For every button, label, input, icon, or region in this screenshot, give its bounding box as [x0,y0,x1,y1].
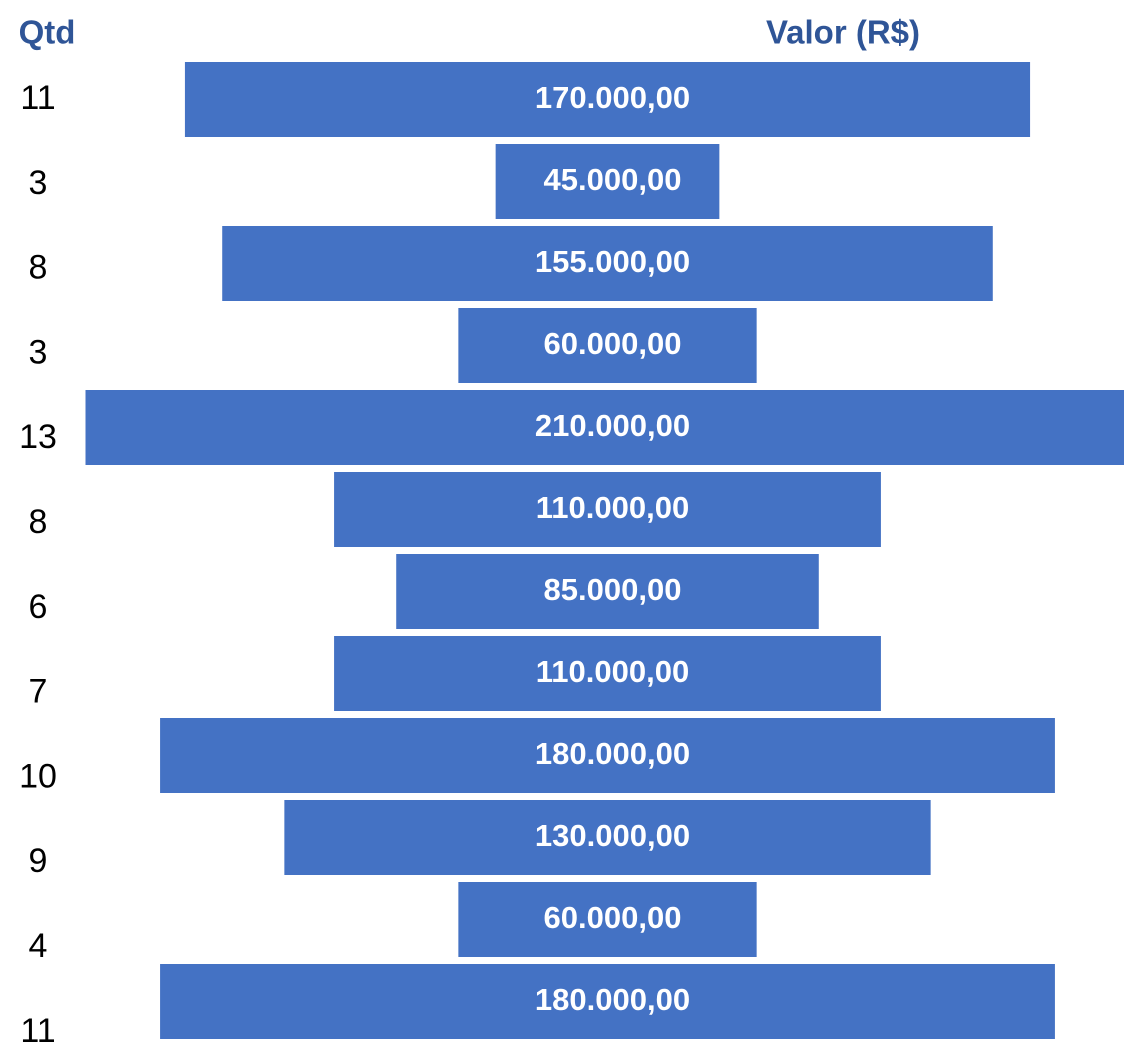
funnel-bar [458,882,757,957]
value-label: 45.000,00 [544,162,682,197]
qtd-label: 4 [29,927,48,965]
qtd-label: 8 [29,249,48,287]
value-label: 180.000,00 [535,982,690,1017]
funnel-bar [160,718,1055,793]
qtd-label: 10 [19,757,57,795]
funnel-bar [160,964,1055,1039]
value-label: 170.000,00 [535,80,690,115]
qtd-label: 8 [29,503,48,541]
value-label: 85.000,00 [544,572,682,607]
funnel-bar [495,144,720,219]
funnel-bar [85,390,1124,465]
value-label: 210.000,00 [535,408,690,443]
qtd-label: 9 [29,842,48,880]
qtd-label: 7 [29,673,48,711]
funnel-bar [334,636,881,711]
value-label: 110.000,00 [536,654,689,689]
funnel-bar [458,308,757,383]
qtd-label: 6 [29,588,48,626]
value-label: 130.000,00 [535,818,690,853]
funnel-bar [222,226,993,301]
qtd-label: 3 [29,333,48,371]
qtd-label: 11 [20,1012,55,1050]
value-label: 155.000,00 [535,244,690,279]
funnel-bar [334,472,881,547]
funnel-bar [284,800,931,875]
funnel-bar [396,554,819,629]
qtd-label: 11 [20,79,55,117]
value-label: 60.000,00 [544,900,682,935]
qtd-header: Qtd [19,14,76,51]
funnel-bar [184,62,1031,137]
qtd-label: 13 [19,418,57,456]
qtd-label: 3 [29,164,48,202]
value-label: 60.000,00 [544,326,682,361]
value-label: 180.000,00 [535,736,690,771]
value-label: 110.000,00 [536,490,689,525]
value-header: Valor (R$) [766,14,920,51]
